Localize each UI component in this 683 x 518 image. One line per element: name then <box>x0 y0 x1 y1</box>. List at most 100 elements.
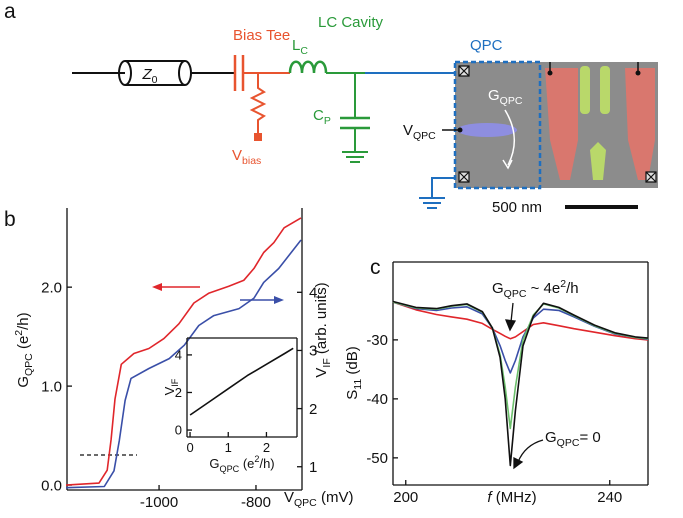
text-part: QPC <box>294 497 317 509</box>
text-part: (arb. units) <box>313 282 330 358</box>
terminal <box>254 133 262 141</box>
y-tick-label: -40 <box>366 391 388 408</box>
y-tick-label: 0.0 <box>41 477 62 494</box>
text-part: V <box>313 368 330 378</box>
x-tick-label: 2 <box>263 440 270 455</box>
arrow <box>506 320 515 330</box>
x-tick-label: 0 <box>186 440 193 455</box>
y-axis-label: GQPC (e2/h) <box>13 312 35 387</box>
x-tick-label: -800 <box>241 494 271 511</box>
text-part: C <box>313 107 324 124</box>
y-tick-label: 4 <box>175 347 182 362</box>
text-part: QPC <box>413 130 436 142</box>
text-part: V <box>232 147 242 164</box>
y2-tick-label: 1 <box>309 459 317 476</box>
text-part: /h) <box>259 456 274 471</box>
text-part: (dB) <box>344 346 361 379</box>
x-tick-label: 1 <box>225 440 232 455</box>
x-tick-label: -1000 <box>140 494 178 511</box>
ground <box>342 152 368 162</box>
text-part: P <box>324 115 331 127</box>
text-part: (MHz) <box>492 489 537 506</box>
y-tick-label: 1.0 <box>41 378 62 395</box>
v-qpc-label: VQPC <box>403 122 436 142</box>
text-part: G <box>15 376 32 388</box>
text-part: (e <box>15 336 32 354</box>
y-tick-label: 2.0 <box>41 279 62 296</box>
text-part: G <box>492 280 504 297</box>
text-part: /h) <box>15 312 32 330</box>
arrow <box>514 458 522 468</box>
arrow <box>511 303 513 322</box>
terminal <box>548 71 553 76</box>
annotation: GQPC= 0 <box>545 429 601 449</box>
arrow <box>274 296 284 304</box>
cable-label: Z0 <box>141 66 157 86</box>
lc-cavity-label: LC Cavity <box>318 14 384 31</box>
text-part: bias <box>242 155 261 167</box>
panel-c-decor <box>506 303 543 468</box>
text-part: IF <box>170 378 180 387</box>
x-axis-label: GQPC (e2/h) <box>209 454 274 474</box>
inset-background <box>187 338 297 437</box>
text-part: V <box>403 122 413 139</box>
text-part: QPC <box>220 464 240 474</box>
y2-axis-label: VIF (arb. units) <box>313 282 333 377</box>
y-axis-label: S11 (dB) <box>344 346 364 399</box>
panel-label: c <box>370 256 381 279</box>
text-part: QPC <box>557 437 580 449</box>
text-part: C <box>300 45 308 57</box>
x-tick-label: 200 <box>393 489 418 506</box>
x-tick-label: 240 <box>597 489 622 506</box>
terminal <box>636 71 641 76</box>
text-part: /h <box>566 280 579 297</box>
figure: a b c <box>0 0 683 518</box>
text-part: G <box>209 456 219 471</box>
capacitor-label: CP <box>313 107 331 127</box>
gate <box>457 123 517 137</box>
text-part: 0 <box>152 74 158 86</box>
text-part: V <box>284 489 294 506</box>
text-part: G <box>545 429 557 446</box>
panel-label: b <box>4 208 16 231</box>
text-part: QPC <box>504 288 527 300</box>
text-part: L <box>292 37 300 54</box>
text-part: IF <box>321 358 333 367</box>
text-part: S <box>344 390 361 400</box>
text-part: ~ 4e <box>526 280 560 297</box>
y-tick-label: 0 <box>175 423 182 438</box>
circuit <box>72 55 658 208</box>
x-axis-label: VQPC (mV) <box>284 489 353 509</box>
cable <box>179 61 191 85</box>
gate <box>580 66 590 114</box>
inductor <box>290 62 326 73</box>
text-part: (mV) <box>317 489 354 506</box>
arrow <box>152 283 162 291</box>
gate <box>600 66 610 114</box>
contact <box>646 172 656 182</box>
y2-tick-label: 2 <box>309 401 317 418</box>
text-part: QPC <box>23 353 35 376</box>
terminal <box>458 128 463 133</box>
arrow <box>518 440 543 462</box>
bias-tee-label: Bias Tee <box>233 27 290 44</box>
contact <box>459 66 469 76</box>
text-part: V <box>162 386 177 395</box>
text-part: G <box>488 87 500 104</box>
inductor-label: LC <box>292 37 308 57</box>
contact <box>459 172 469 182</box>
text-part: = 0 <box>579 429 600 446</box>
v-bias-label: Vbias <box>232 147 261 167</box>
series-line <box>393 302 648 466</box>
scale-bar-label: 500 nm <box>492 199 542 216</box>
text-part: QPC <box>500 95 523 107</box>
resistor <box>252 73 264 135</box>
qpc-label: QPC <box>470 37 503 54</box>
y-tick-label: -30 <box>366 332 388 349</box>
x-axis-label: f (MHz) <box>487 489 536 506</box>
y-tick-label: -50 <box>366 450 388 467</box>
text-part: (e <box>239 456 254 471</box>
wire <box>432 178 455 198</box>
